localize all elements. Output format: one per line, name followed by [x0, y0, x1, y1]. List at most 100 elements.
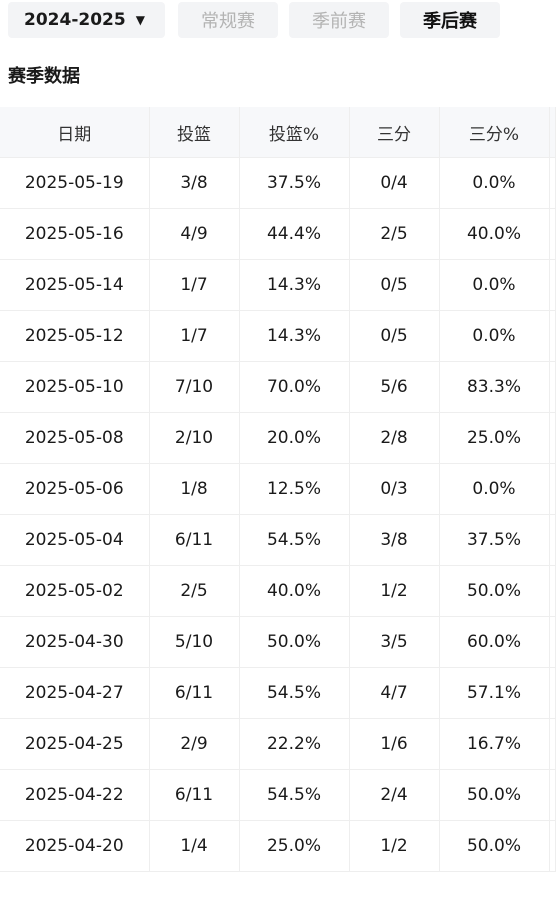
cell-date: 2025-05-02	[0, 565, 150, 617]
cell-date: 2025-05-10	[0, 361, 150, 413]
tab-playoffs[interactable]: 季后赛	[400, 2, 500, 38]
cell-3p: 4/7	[349, 667, 440, 719]
cell-3p: 0/3	[349, 463, 440, 515]
cell-fg-pct: 14.3%	[239, 259, 350, 311]
cell-3p: 0/4	[349, 157, 440, 209]
cell-date: 2025-05-12	[0, 310, 150, 362]
table-row: 2025-05-04 6/11 54.5% 3/8 37.5%	[0, 514, 556, 566]
cell-fg: 2/9	[149, 718, 240, 770]
column-header-fg-pct: 投篮%	[239, 107, 350, 158]
column-header-fg: 投篮	[149, 107, 240, 158]
table-row: 2025-04-30 5/10 50.0% 3/5 60.0%	[0, 616, 556, 668]
cell-3p-pct: 50.0%	[439, 565, 550, 617]
cell-date: 2025-05-19	[0, 157, 150, 209]
cell-fg: 2/5	[149, 565, 240, 617]
cell-overflow	[549, 463, 556, 515]
cell-fg-pct: 40.0%	[239, 565, 350, 617]
cell-date: 2025-04-22	[0, 769, 150, 821]
cell-fg-pct: 70.0%	[239, 361, 350, 413]
cell-fg: 5/10	[149, 616, 240, 668]
cell-fg-pct: 20.0%	[239, 412, 350, 464]
cell-fg: 1/8	[149, 463, 240, 515]
cell-3p: 1/6	[349, 718, 440, 770]
cell-3p-pct: 0.0%	[439, 157, 550, 209]
cell-3p-pct: 50.0%	[439, 820, 550, 872]
cell-3p: 1/2	[349, 565, 440, 617]
cell-fg: 2/10	[149, 412, 240, 464]
cell-fg: 6/11	[149, 667, 240, 719]
table-row: 2025-04-27 6/11 54.5% 4/7 57.1%	[0, 667, 556, 719]
cell-fg: 7/10	[149, 361, 240, 413]
cell-3p-pct: 83.3%	[439, 361, 550, 413]
tab-preseason[interactable]: 季前赛	[289, 2, 389, 38]
cell-3p: 0/5	[349, 310, 440, 362]
cell-fg: 4/9	[149, 208, 240, 260]
cell-3p-pct: 60.0%	[439, 616, 550, 668]
cell-fg-pct: 25.0%	[239, 820, 350, 872]
table-row: 2025-05-08 2/10 20.0% 2/8 25.0%	[0, 412, 556, 464]
cell-fg-pct: 37.5%	[239, 157, 350, 209]
cell-date: 2025-05-14	[0, 259, 150, 311]
cell-3p: 3/8	[349, 514, 440, 566]
column-header-overflow	[549, 107, 556, 158]
table-body: 2025-05-19 3/8 37.5% 0/4 0.0% 2025-05-16 4/9 44…	[0, 157, 556, 872]
table-row: 2025-04-20 1/4 25.0% 1/2 50.0%	[0, 820, 556, 872]
cell-fg-pct: 22.2%	[239, 718, 350, 770]
cell-3p: 5/6	[349, 361, 440, 413]
cell-overflow	[549, 310, 556, 362]
cell-overflow	[549, 361, 556, 413]
cell-3p: 2/8	[349, 412, 440, 464]
cell-date: 2025-04-25	[0, 718, 150, 770]
cell-3p-pct: 57.1%	[439, 667, 550, 719]
table-row: 2025-04-25 2/9 22.2% 1/6 16.7%	[0, 718, 556, 770]
cell-fg-pct: 54.5%	[239, 769, 350, 821]
table-header-row: 日期 投篮 投篮% 三分 三分%	[0, 107, 556, 158]
cell-fg: 6/11	[149, 514, 240, 566]
cell-3p: 2/5	[349, 208, 440, 260]
table-row: 2025-05-19 3/8 37.5% 0/4 0.0%	[0, 157, 556, 209]
cell-3p: 0/5	[349, 259, 440, 311]
cell-3p-pct: 37.5%	[439, 514, 550, 566]
table-row: 2025-05-14 1/7 14.3% 0/5 0.0%	[0, 259, 556, 311]
cell-date: 2025-04-27	[0, 667, 150, 719]
filter-bar: 2024-2025 ▼	[8, 2, 165, 38]
cell-3p-pct: 16.7%	[439, 718, 550, 770]
cell-fg: 3/8	[149, 157, 240, 209]
cell-fg-pct: 54.5%	[239, 667, 350, 719]
table-row: 2025-05-16 4/9 44.4% 2/5 40.0%	[0, 208, 556, 260]
cell-date: 2025-04-20	[0, 820, 150, 872]
cell-overflow	[549, 667, 556, 719]
season-stats-table: 日期 投篮 投篮% 三分 三分% 2025-05-19 3/8 37.5% 0/4 0.…	[0, 107, 556, 872]
cell-fg-pct: 44.4%	[239, 208, 350, 260]
cell-3p-pct: 0.0%	[439, 310, 550, 362]
cell-date: 2025-05-16	[0, 208, 150, 260]
cell-3p-pct: 25.0%	[439, 412, 550, 464]
cell-3p: 1/2	[349, 820, 440, 872]
cell-3p-pct: 40.0%	[439, 208, 550, 260]
cell-3p-pct: 0.0%	[439, 259, 550, 311]
cell-overflow	[549, 769, 556, 821]
table-row: 2025-05-02 2/5 40.0% 1/2 50.0%	[0, 565, 556, 617]
season-select[interactable]: 2024-2025 ▼	[8, 2, 165, 38]
cell-3p: 3/5	[349, 616, 440, 668]
table-row: 2025-04-22 6/11 54.5% 2/4 50.0%	[0, 769, 556, 821]
cell-3p-pct: 50.0%	[439, 769, 550, 821]
cell-fg: 1/4	[149, 820, 240, 872]
table-row: 2025-05-06 1/8 12.5% 0/3 0.0%	[0, 463, 556, 515]
section-title: 赛季数据	[8, 66, 80, 87]
cell-fg-pct: 14.3%	[239, 310, 350, 362]
cell-fg-pct: 50.0%	[239, 616, 350, 668]
cell-overflow	[549, 514, 556, 566]
cell-overflow	[549, 208, 556, 260]
table-row: 2025-05-12 1/7 14.3% 0/5 0.0%	[0, 310, 556, 362]
cell-3p: 2/4	[349, 769, 440, 821]
cell-overflow	[549, 565, 556, 617]
cell-date: 2025-05-06	[0, 463, 150, 515]
season-label: 2024-2025	[24, 10, 126, 30]
cell-overflow	[549, 412, 556, 464]
cell-date: 2025-05-08	[0, 412, 150, 464]
cell-date: 2025-04-30	[0, 616, 150, 668]
cell-fg: 1/7	[149, 259, 240, 311]
column-header-3p-pct: 三分%	[439, 107, 550, 158]
tab-regular-season[interactable]: 常规赛	[178, 2, 278, 38]
